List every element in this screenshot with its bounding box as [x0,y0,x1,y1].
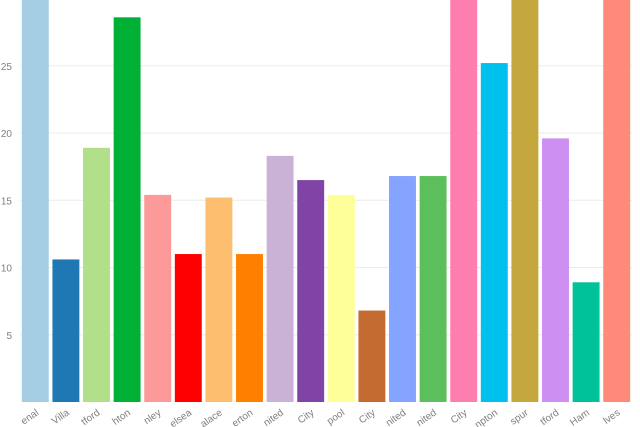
x-tick-label: Ham [568,407,592,427]
x-tick-label: nited [384,407,408,427]
x-tick-label: spur [508,407,531,427]
x-tick-label: lves [602,407,623,426]
x-tick-label: City [296,407,316,426]
bar [205,197,233,402]
x-tick-label: Villa [50,407,72,427]
x-tick-label: City [449,407,469,426]
x-tick-label: erton [230,407,255,427]
y-axis-ticks: 5 10 15 20 25 [1,62,13,342]
x-tick-label: alace [199,407,225,427]
y-tick-label: 10 [1,264,13,275]
x-tick-label: hton [111,407,133,427]
y-tick-label: 25 [1,62,13,73]
bar [603,0,631,402]
x-axis-labels: enal Villa tford hton nley elsea alace erton nit… [19,407,622,427]
bar [480,63,508,403]
x-tick-label: tford [80,407,103,427]
x-tick-label: enal [19,407,41,427]
bar [52,259,80,402]
x-tick-label: pool [325,407,347,427]
bar [542,138,569,402]
bars [21,0,631,403]
bar [236,254,263,402]
bar [266,155,294,402]
bar [419,176,447,402]
bar [389,176,416,402]
x-tick-label: nited [415,407,439,427]
gridlines [20,65,632,336]
x-tick-label: nley [142,407,163,427]
bar [450,0,478,402]
bar [327,194,355,402]
bar [358,310,386,402]
bar [113,17,141,403]
x-tick-label: tford [539,407,562,427]
y-tick-label: 5 [6,331,12,342]
x-tick-label: nited [262,407,286,427]
x-tick-label: elsea [168,407,194,427]
bar [21,0,49,402]
y-tick-label: 15 [1,196,13,207]
bar [572,282,600,402]
x-tick-label: City [357,407,377,426]
bar [144,194,172,402]
bar [83,147,110,402]
x-tick-label: npton [473,407,500,427]
bar [297,180,325,402]
bar [174,254,202,402]
y-tick-label: 20 [1,129,13,140]
bar [511,0,539,402]
